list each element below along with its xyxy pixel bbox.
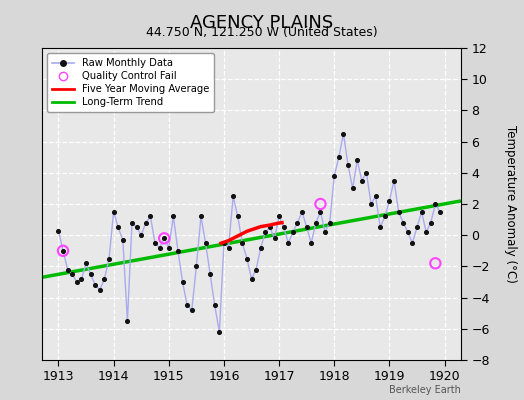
Point [110, 209, 118, 215]
Point [403, 229, 412, 235]
Point [151, 240, 159, 246]
Point [390, 177, 398, 184]
Point [353, 157, 362, 164]
Point [86, 271, 95, 278]
Legend: Raw Monthly Data, Quality Control Fail, Five Year Moving Average, Long-Term Tren: Raw Monthly Data, Quality Control Fail, … [47, 53, 214, 112]
Point [316, 209, 325, 215]
Point [316, 201, 325, 207]
Point [380, 213, 389, 220]
Point [339, 130, 347, 137]
Point [252, 266, 260, 273]
Text: 44.750 N, 121.250 W (United States): 44.750 N, 121.250 W (United States) [146, 26, 378, 39]
Point [289, 229, 297, 235]
Point [418, 209, 426, 215]
Point [298, 209, 307, 215]
Point [431, 260, 440, 266]
Point [59, 248, 67, 254]
Point [348, 185, 357, 192]
Point [54, 227, 63, 234]
Point [307, 240, 315, 246]
Point [224, 244, 233, 251]
Point [284, 240, 292, 246]
Point [372, 193, 380, 199]
Point [59, 248, 67, 254]
Point [358, 177, 366, 184]
Point [68, 271, 77, 278]
Point [201, 240, 210, 246]
Point [160, 235, 168, 242]
Point [427, 220, 435, 226]
Point [118, 237, 127, 243]
Point [192, 263, 201, 270]
Point [196, 213, 205, 220]
Point [215, 329, 224, 335]
Text: Berkeley Earth: Berkeley Earth [389, 385, 461, 395]
Point [293, 220, 302, 226]
Point [247, 276, 256, 282]
Point [385, 198, 394, 204]
Point [91, 282, 100, 288]
Point [234, 213, 242, 220]
Point [183, 302, 191, 309]
Point [63, 266, 72, 273]
Point [160, 235, 168, 242]
Point [367, 201, 375, 207]
Point [270, 235, 279, 242]
Text: AGENCY PLAINS: AGENCY PLAINS [190, 14, 334, 32]
Point [178, 279, 187, 285]
Point [362, 170, 370, 176]
Point [330, 173, 339, 179]
Point [335, 154, 343, 160]
Point [431, 201, 440, 207]
Point [279, 224, 288, 230]
Point [96, 286, 104, 293]
Point [123, 318, 132, 324]
Point [156, 244, 164, 251]
Point [220, 240, 228, 246]
Point [436, 209, 444, 215]
Point [137, 232, 145, 238]
Point [174, 248, 182, 254]
Point [105, 255, 113, 262]
Point [211, 302, 219, 309]
Point [275, 213, 283, 220]
Point [312, 220, 320, 226]
Point [238, 240, 246, 246]
Point [128, 220, 136, 226]
Point [73, 279, 81, 285]
Point [146, 213, 155, 220]
Point [188, 307, 196, 313]
Point [408, 240, 417, 246]
Point [133, 224, 141, 230]
Point [114, 224, 123, 230]
Y-axis label: Temperature Anomaly (°C): Temperature Anomaly (°C) [504, 125, 517, 283]
Point [100, 276, 108, 282]
Point [321, 229, 329, 235]
Point [302, 224, 311, 230]
Point [413, 224, 421, 230]
Point [395, 209, 403, 215]
Point [206, 271, 214, 278]
Point [82, 260, 90, 266]
Point [376, 224, 385, 230]
Point [344, 162, 352, 168]
Point [243, 255, 251, 262]
Point [261, 229, 269, 235]
Point [257, 244, 265, 251]
Point [165, 244, 173, 251]
Point [229, 193, 237, 199]
Point [141, 220, 150, 226]
Point [422, 229, 430, 235]
Point [266, 224, 274, 230]
Point [169, 213, 178, 220]
Point [399, 220, 407, 226]
Point [77, 276, 85, 282]
Point [325, 220, 334, 226]
